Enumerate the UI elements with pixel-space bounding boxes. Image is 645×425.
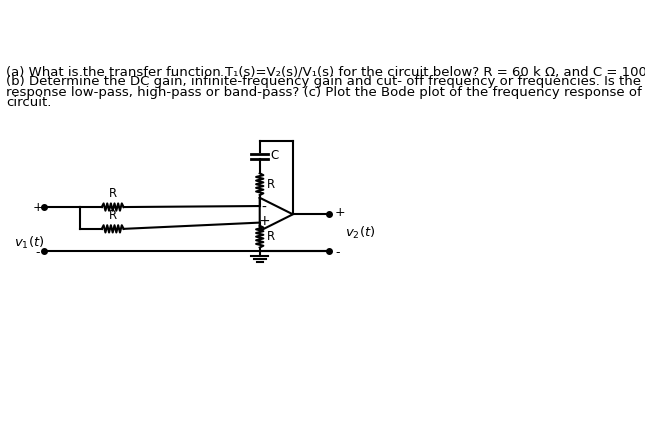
Text: -: - xyxy=(35,246,40,259)
Text: -: - xyxy=(335,246,339,259)
Text: $v_2(t)$: $v_2(t)$ xyxy=(345,224,375,241)
Text: (a) What is the transfer function T₁(s)=V₂(s)/V₁(s) for the circuit below? R = 6: (a) What is the transfer function T₁(s)=… xyxy=(6,65,645,78)
Text: R: R xyxy=(108,209,117,221)
Text: R: R xyxy=(267,178,275,191)
Text: response low-pass, high-pass or band-pass? (c) Plot the Bode plot of the frequen: response low-pass, high-pass or band-pas… xyxy=(6,85,645,99)
Text: R: R xyxy=(267,230,275,243)
Text: (b) Determine the DC gain, infinite-frequency gain and cut- off frequency or fre: (b) Determine the DC gain, infinite-freq… xyxy=(6,76,645,88)
Text: circuit.: circuit. xyxy=(6,96,51,109)
Text: +: + xyxy=(335,206,346,218)
Text: $v_1(t)$: $v_1(t)$ xyxy=(14,235,45,252)
Text: C: C xyxy=(270,149,278,162)
Text: -: - xyxy=(261,201,266,214)
Text: R: R xyxy=(108,187,117,200)
Text: +: + xyxy=(32,201,43,213)
Text: +: + xyxy=(258,214,270,228)
